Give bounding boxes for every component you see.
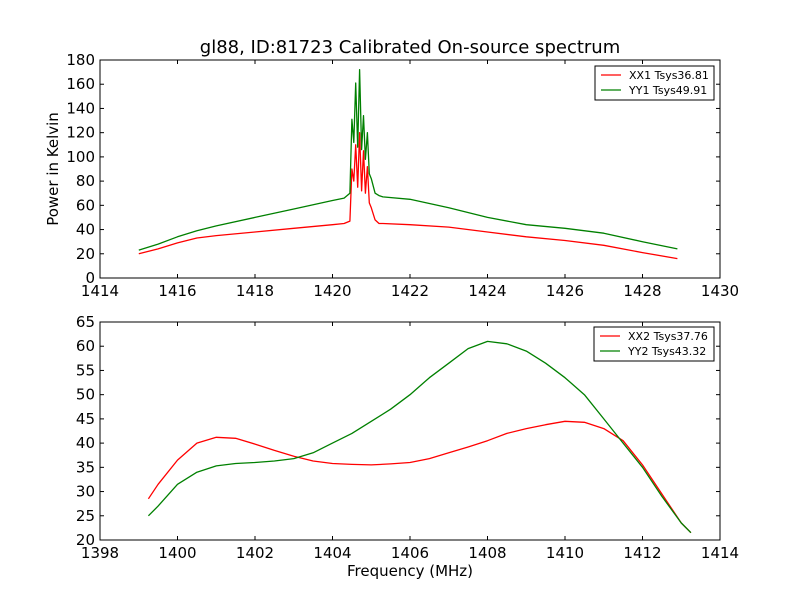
bottom-series-line-0 <box>147 420 692 534</box>
top-plot-frame <box>99 59 721 279</box>
top-y-axis-label: Power in Kelvin <box>44 112 62 226</box>
bottom-plot-panel: 1398 1400 1402 1404 1406 1408 1410 1412 1414 20 25… <box>76 313 739 562</box>
bottom-x-tick-label: 1406 <box>391 544 429 562</box>
top-x-tick-label: 1430 <box>701 282 739 300</box>
top-y-tick-label: 60 <box>76 196 95 214</box>
top-y-tick-label: 160 <box>66 75 95 93</box>
top-legend-box <box>594 65 715 101</box>
bottom-series-line-1 <box>147 340 692 534</box>
bottom-x-tick-label: 1408 <box>468 544 506 562</box>
top-y-tick-label: 100 <box>66 148 95 166</box>
bottom-x-tick-label: 1404 <box>313 544 351 562</box>
bottom-x-tick-label: 1410 <box>546 544 584 562</box>
bottom-x-tick-label: 1402 <box>236 544 274 562</box>
bottom-x-tick-label: 1398 <box>81 544 119 562</box>
top-y-tick-label: 80 <box>76 172 95 190</box>
top-series-line-1 <box>138 69 678 251</box>
top-x-tick-label: 1420 <box>313 282 351 300</box>
top-legend-label-1: YY1 Tsys49.91 <box>628 84 707 97</box>
bottom-x-tick-label: 1412 <box>623 544 661 562</box>
top-x-tick-label: 1424 <box>468 282 506 300</box>
top-x-tick-label: 1426 <box>546 282 584 300</box>
top-legend-label-0: XX1 Tsys36.81 <box>629 69 709 82</box>
bottom-legend-label-0: XX2 Tsys37.76 <box>628 330 708 343</box>
bottom-y-tick-label: 35 <box>76 458 95 476</box>
bottom-y-tick-label: 65 <box>76 313 95 331</box>
top-series-line-0 <box>138 132 678 260</box>
bottom-y-tick-label: 45 <box>76 410 95 428</box>
bottom-y-tick-label: 30 <box>76 483 95 501</box>
top-x-tick-label: 1416 <box>158 282 196 300</box>
top-y-tick-label: 20 <box>76 245 95 263</box>
x-axis-label: Frequency (MHz) <box>347 562 473 580</box>
top-x-tick-label: 1414 <box>81 282 119 300</box>
top-x-tick-label: 1422 <box>391 282 429 300</box>
top-legend: XX1 Tsys36.81 YY1 Tsys49.91 <box>594 65 715 101</box>
bottom-legend-box <box>593 326 715 362</box>
top-y-tick-label: 0 <box>85 269 95 287</box>
bottom-legend: XX2 Tsys37.76 YY2 Tsys43.32 <box>593 326 715 362</box>
top-y-tick-label: 180 <box>66 51 95 69</box>
bottom-y-tick-label: 20 <box>76 531 95 549</box>
top-x-tick-label: 1428 <box>623 282 661 300</box>
chart-title: gl88, ID:81723 Calibrated On-source spec… <box>200 37 620 58</box>
top-plot-panel: 1414 1416 1418 1420 1422 1424 1426 1428 1430 0 20 4… <box>66 51 739 300</box>
bottom-x-tick-label: 1400 <box>158 544 196 562</box>
bottom-y-tick-label: 60 <box>76 337 95 355</box>
top-y-tick-label: 120 <box>66 124 95 142</box>
bottom-y-tick-label: 55 <box>76 361 95 379</box>
bottom-y-tick-label: 25 <box>76 507 95 525</box>
top-y-tick-label: 140 <box>66 99 95 117</box>
top-x-tick-label: 1418 <box>236 282 274 300</box>
top-y-tick-label: 40 <box>76 221 95 239</box>
bottom-x-tick-label: 1414 <box>701 544 739 562</box>
bottom-plot-frame <box>99 321 721 541</box>
bottom-y-tick-label: 50 <box>76 386 95 404</box>
bottom-y-tick-label: 40 <box>76 434 95 452</box>
bottom-legend-label-1: YY2 Tsys43.32 <box>627 345 706 358</box>
